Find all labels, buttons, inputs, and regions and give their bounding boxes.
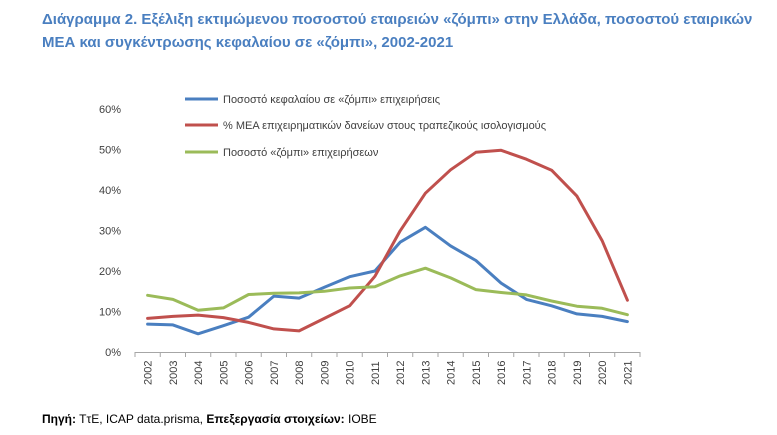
series-lines <box>146 148 629 336</box>
series-line-2 <box>146 148 629 333</box>
y-tick-label: 0% <box>105 347 121 359</box>
legend-label-3: Ποσοστό «ζόμπι» επιχειρήσεων <box>223 147 379 159</box>
legend: Ποσοστό κεφαλαίου σε «ζόμπι» επιχειρήσει… <box>185 94 546 159</box>
y-tick-label: 50% <box>99 145 121 157</box>
processing-text: ΙΟΒΕ <box>344 412 377 426</box>
x-tick-label: 2010 <box>345 361 357 385</box>
x-tick-label: 2014 <box>446 361 458 385</box>
legend-label-1: Ποσοστό κεφαλαίου σε «ζόμπι» επιχειρήσει… <box>223 94 440 106</box>
x-tick-label: 2009 <box>319 361 331 385</box>
legend-label-2: % ΜΕΑ επιχειρηματικών δανείων στους τραπ… <box>223 120 546 132</box>
y-tick-label: 40% <box>99 185 121 197</box>
x-tick-label: 2016 <box>496 361 508 385</box>
source-note: Πηγή: ΤτΕ, ICAP data.prisma, Επεξεργασία… <box>42 412 377 426</box>
processing-label: Επεξεργασία στοιχείων: <box>206 412 345 426</box>
x-tick-label: 2003 <box>168 361 180 385</box>
x-tick-label: 2011 <box>370 361 382 385</box>
x-tick-label: 2018 <box>547 361 559 385</box>
x-tick-label: 2017 <box>521 361 533 385</box>
y-axis: 0% 10% 20% 30% 40% 50% 60% <box>99 104 121 359</box>
x-tick-label: 2007 <box>269 361 281 385</box>
x-tick-label: 2012 <box>395 361 407 385</box>
x-tick-label: 2006 <box>244 361 256 385</box>
x-tick-label: 2005 <box>218 361 230 385</box>
y-tick-label: 10% <box>99 307 121 319</box>
series-line-3 <box>146 266 629 317</box>
source-text: ΤτΕ, ICAP data.prisma, <box>76 412 207 426</box>
x-tick-label: 2002 <box>143 361 155 385</box>
x-tick-label: 2008 <box>294 361 306 385</box>
source-label: Πηγή: <box>42 412 76 426</box>
x-tick-label: 2019 <box>572 361 584 385</box>
y-tick-label: 20% <box>99 266 121 278</box>
x-tick-label: 2015 <box>471 361 483 385</box>
x-tick-label: 2004 <box>193 361 205 385</box>
x-tick-label: 2020 <box>597 361 609 385</box>
x-tick-label: 2013 <box>420 361 432 385</box>
y-tick-label: 60% <box>99 104 121 116</box>
line-chart: 0%10%20%30%40%50%60% 2002 2003 2004 2005 200… <box>99 94 641 385</box>
x-axis: 2002 2003 2004 2005 2006 2007 2008 2009 2010 2011… <box>134 352 641 385</box>
y-tick-label: 30% <box>99 226 121 238</box>
chart-title: Διάγραμμα 2. Εξέλιξη εκτιμώμενου ποσοστο… <box>42 11 753 51</box>
x-tick-label: 2021 <box>622 361 634 385</box>
